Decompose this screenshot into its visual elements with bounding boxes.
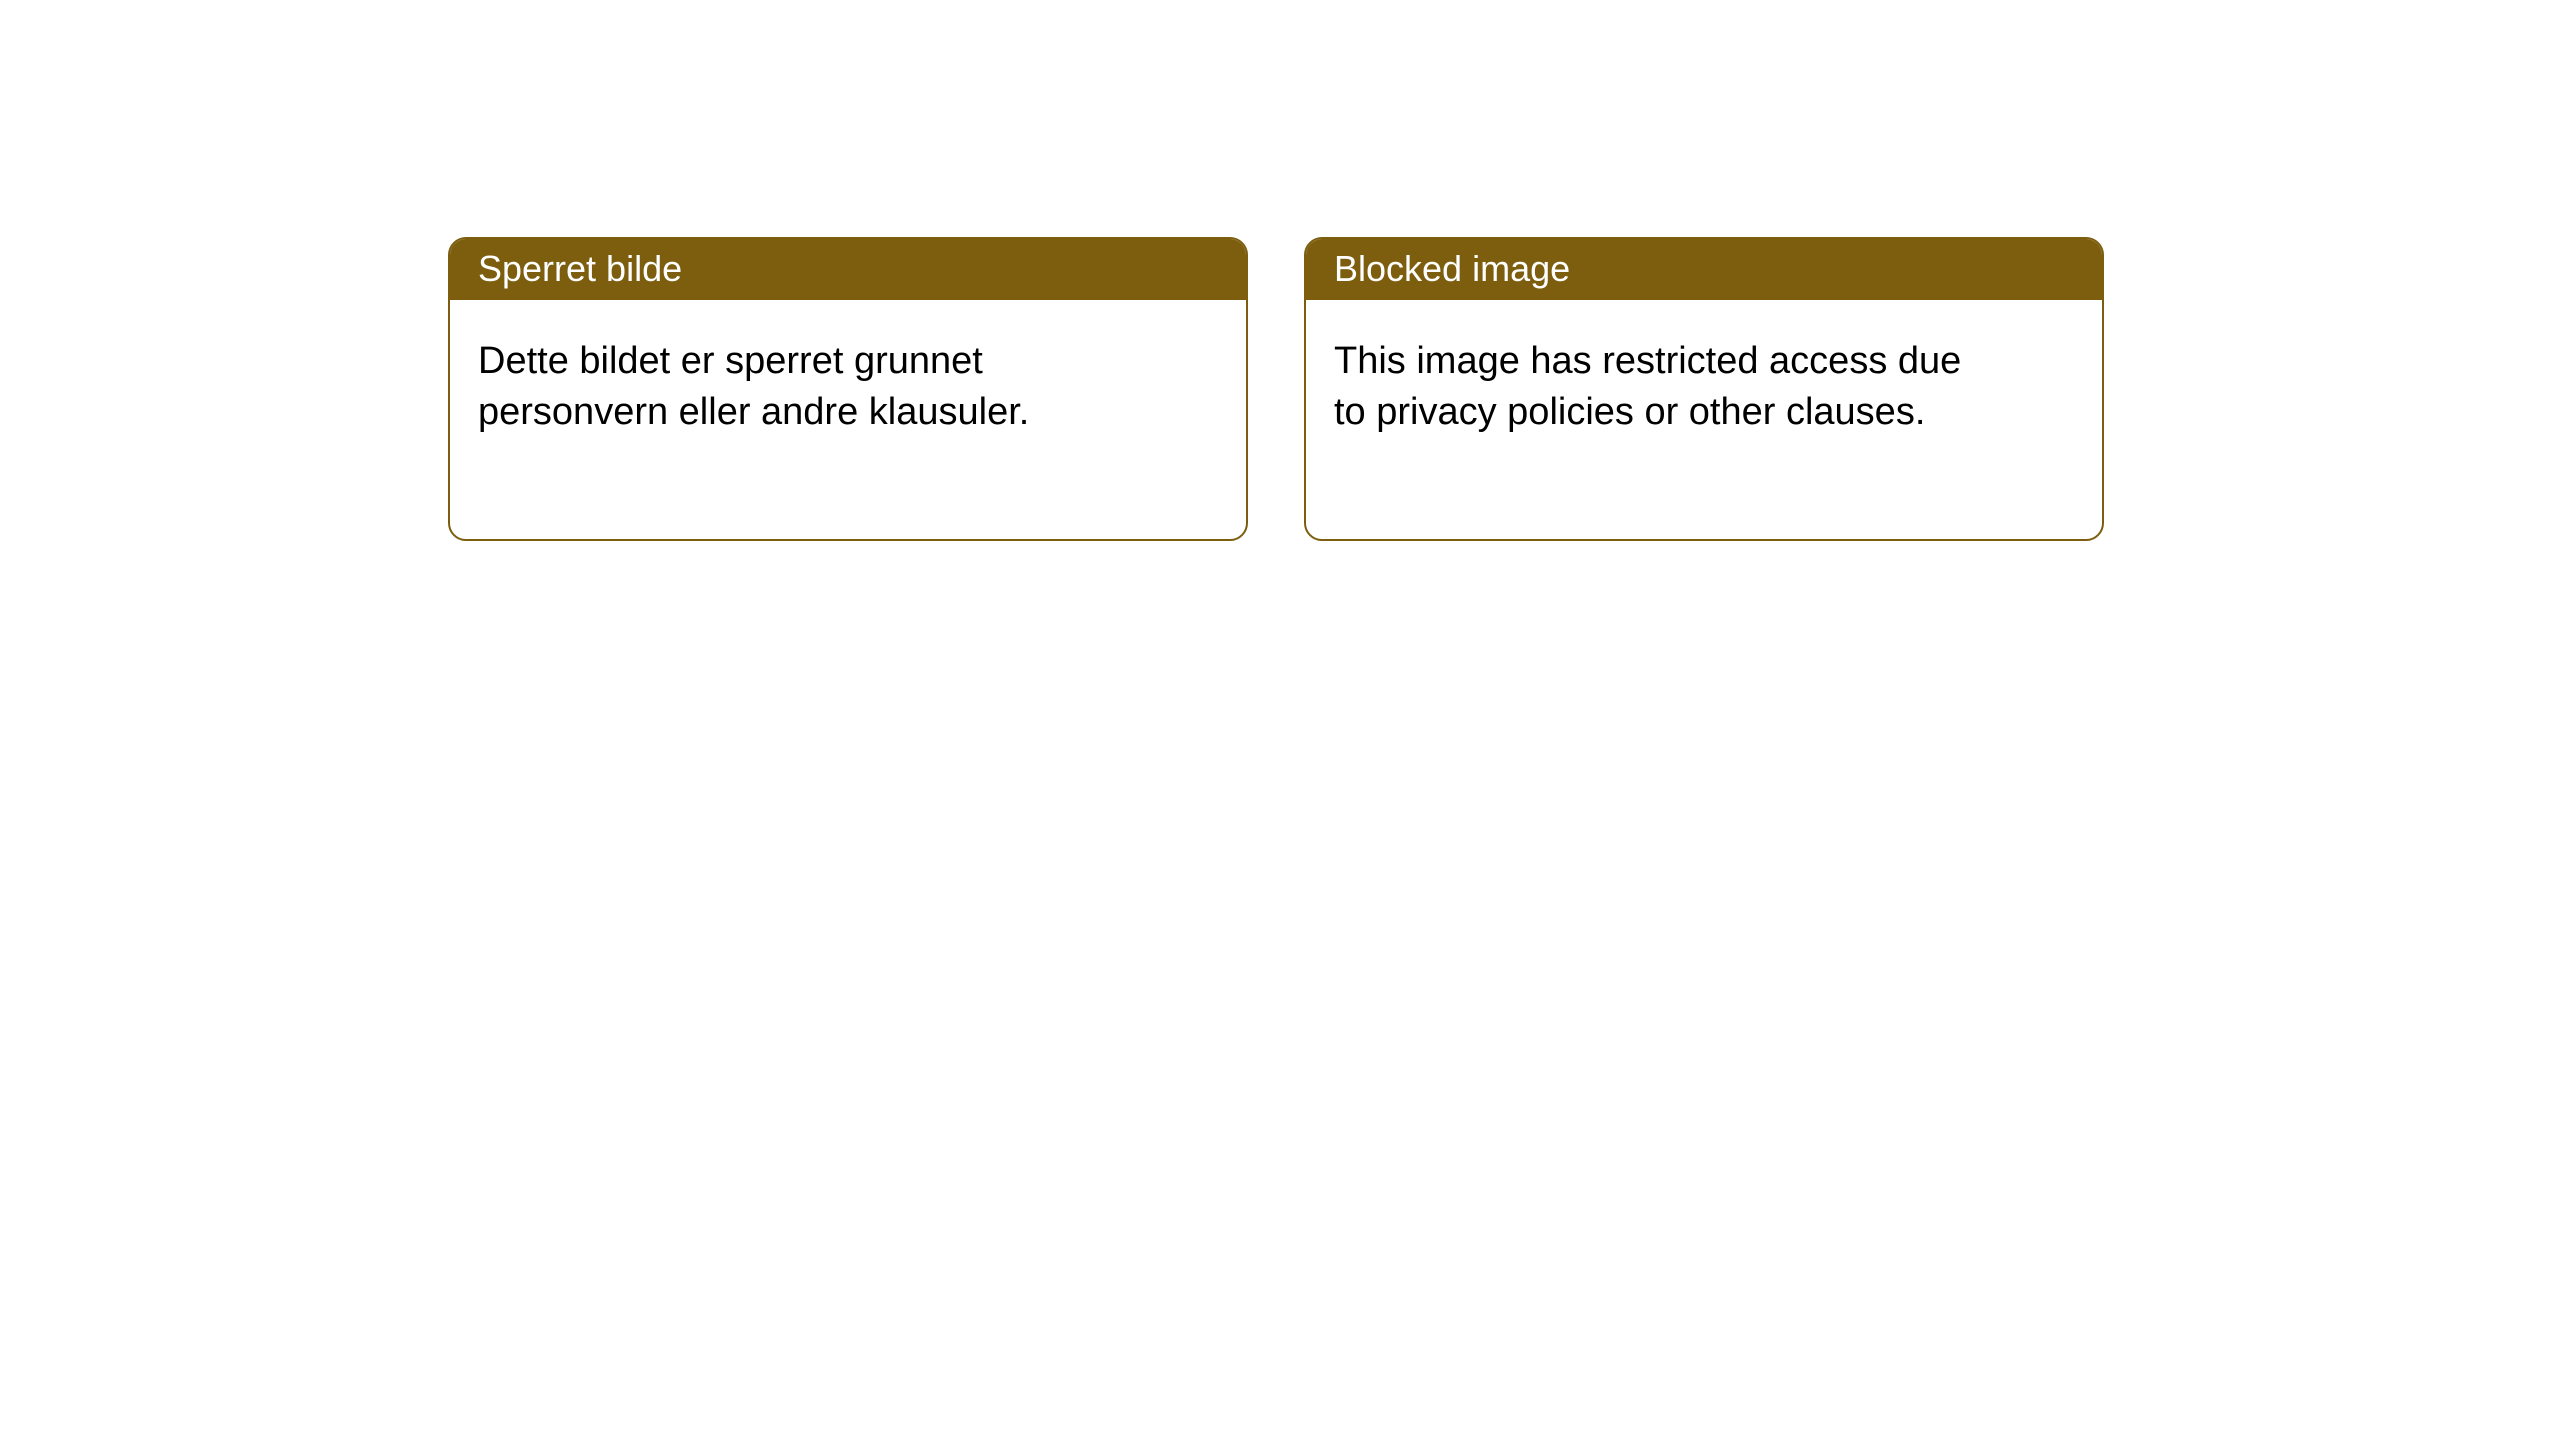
notice-body: This image has restricted access due to … bbox=[1306, 300, 2006, 539]
blocked-image-notices: Sperret bilde Dette bildet er sperret gr… bbox=[448, 237, 2104, 541]
notice-body: Dette bildet er sperret grunnet personve… bbox=[450, 300, 1150, 539]
notice-box-norwegian: Sperret bilde Dette bildet er sperret gr… bbox=[448, 237, 1248, 541]
notice-header: Sperret bilde bbox=[450, 239, 1246, 300]
notice-header: Blocked image bbox=[1306, 239, 2102, 300]
notice-box-english: Blocked image This image has restricted … bbox=[1304, 237, 2104, 541]
